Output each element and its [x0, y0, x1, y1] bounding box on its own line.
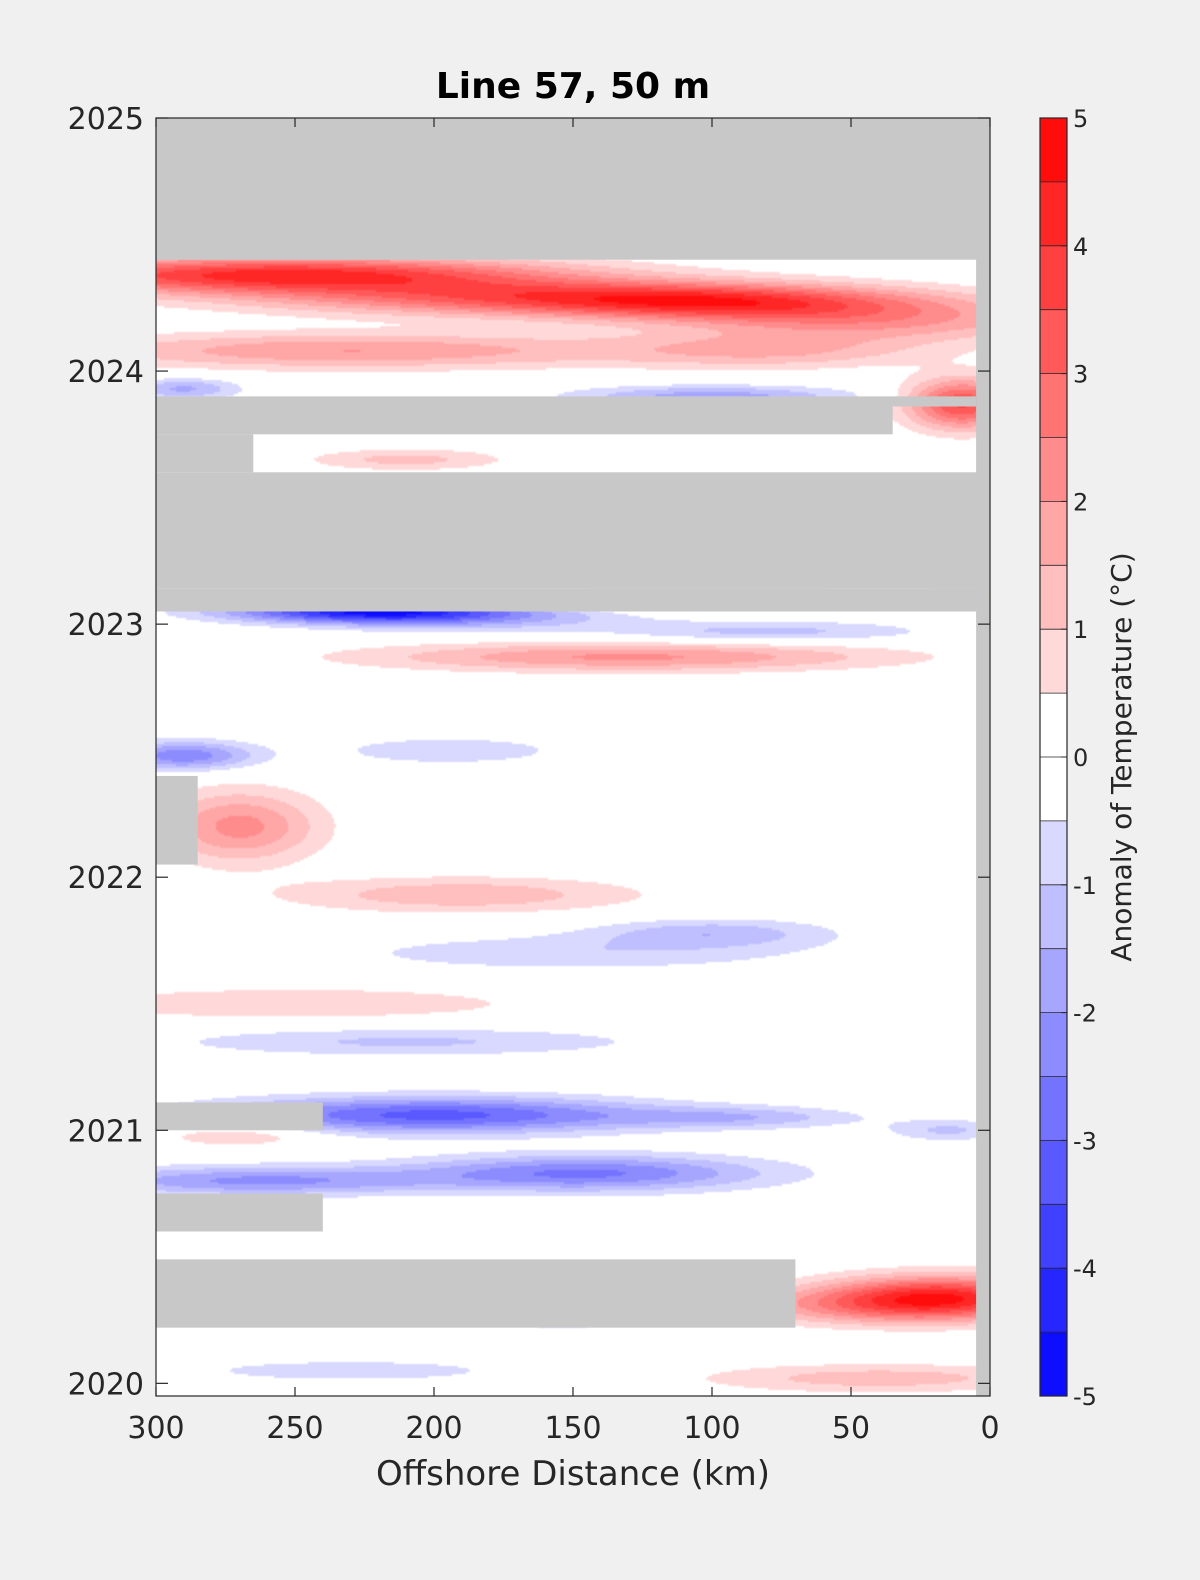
y-tick-label: 2025 — [68, 102, 144, 137]
colorbar-band — [1040, 1204, 1067, 1269]
colorbar-band — [1040, 309, 1067, 375]
x-tick-label: 150 — [544, 1411, 601, 1446]
missing-region — [156, 472, 990, 589]
y-tick-label: 2024 — [68, 355, 144, 390]
colorbar-band — [1040, 1012, 1067, 1077]
y-axis: 2020 2021 2022 2023 2024 2025 — [68, 102, 990, 1402]
colorbar-band — [1040, 1332, 1067, 1397]
colorbar-tick-label: -1 — [1073, 872, 1097, 900]
colorbar-tick-label: 3 — [1073, 361, 1088, 389]
missing-region — [976, 118, 990, 1396]
missing-region — [156, 434, 254, 473]
colorbar-tick-label: 0 — [1073, 744, 1088, 772]
colorbar-band — [1040, 629, 1067, 694]
y-tick-label: 2023 — [68, 608, 144, 643]
colorbar-band — [1040, 693, 1067, 758]
colorbar-band — [1040, 820, 1067, 886]
colorbar-tick-label: -4 — [1073, 1255, 1097, 1283]
plot-area — [155, 117, 991, 1397]
chart-title: Line 57, 50 m — [436, 66, 710, 107]
colorbar-ticks: -5 -4 -3 -2 -1 0 1 2 3 4 5 — [1061, 105, 1097, 1411]
x-axis: 300 250 200 150 100 50 0 — [127, 118, 1000, 1446]
y-tick-label: 2022 — [68, 861, 144, 896]
missing-region — [156, 1193, 323, 1232]
colorbar-band — [1040, 501, 1067, 566]
colorbar-band — [1040, 1140, 1067, 1205]
colorbar-tick-label: -5 — [1073, 1383, 1097, 1411]
y-tick-label: 2021 — [68, 1114, 144, 1149]
colorbar-tick-label: 2 — [1073, 488, 1088, 516]
x-tick-label: 300 — [127, 1411, 184, 1446]
colorbar-bands — [1040, 118, 1067, 1397]
x-axis-label: Offshore Distance (km) — [376, 1454, 770, 1494]
colorbar-tick-label: -2 — [1073, 1000, 1097, 1028]
colorbar-band — [1040, 118, 1067, 183]
colorbar-band — [1040, 373, 1067, 438]
heatmap-field — [156, 118, 990, 1396]
y-tick-label: 2020 — [68, 1367, 144, 1402]
x-tick-label: 0 — [980, 1411, 999, 1446]
colorbar: -5 -4 -3 -2 -1 0 1 2 3 4 5 Anomaly of Temperature … — [1039, 105, 1138, 1411]
colorbar-band — [1040, 245, 1067, 311]
colorbar-band — [1040, 1268, 1067, 1333]
colorbar-band — [1040, 948, 1067, 1014]
colorbar-label: Anomaly of Temperature (°C) — [1105, 552, 1138, 961]
missing-data-layer — [156, 118, 990, 1396]
missing-region — [156, 1102, 323, 1131]
colorbar-band — [1040, 437, 1067, 502]
colorbar-tick-label: 5 — [1073, 105, 1088, 133]
x-tick-label: 100 — [683, 1411, 740, 1446]
colorbar-band — [1040, 565, 1067, 630]
x-tick-label: 200 — [405, 1411, 462, 1446]
colorbar-band — [1040, 757, 1067, 822]
missing-region — [156, 775, 198, 865]
missing-region — [156, 588, 977, 612]
colorbar-band — [1040, 181, 1067, 247]
colorbar-tick-label: -3 — [1073, 1127, 1097, 1155]
colorbar-band — [1040, 884, 1067, 950]
colorbar-tick-label: 1 — [1073, 616, 1088, 644]
colorbar-tick-label: 4 — [1073, 233, 1088, 261]
colorbar-band — [1040, 1076, 1067, 1141]
x-tick-label: 250 — [266, 1411, 323, 1446]
missing-region — [156, 118, 990, 260]
missing-region — [156, 396, 977, 407]
missing-region — [156, 406, 893, 435]
missing-region — [156, 1259, 796, 1328]
x-tick-label: 50 — [832, 1411, 870, 1446]
